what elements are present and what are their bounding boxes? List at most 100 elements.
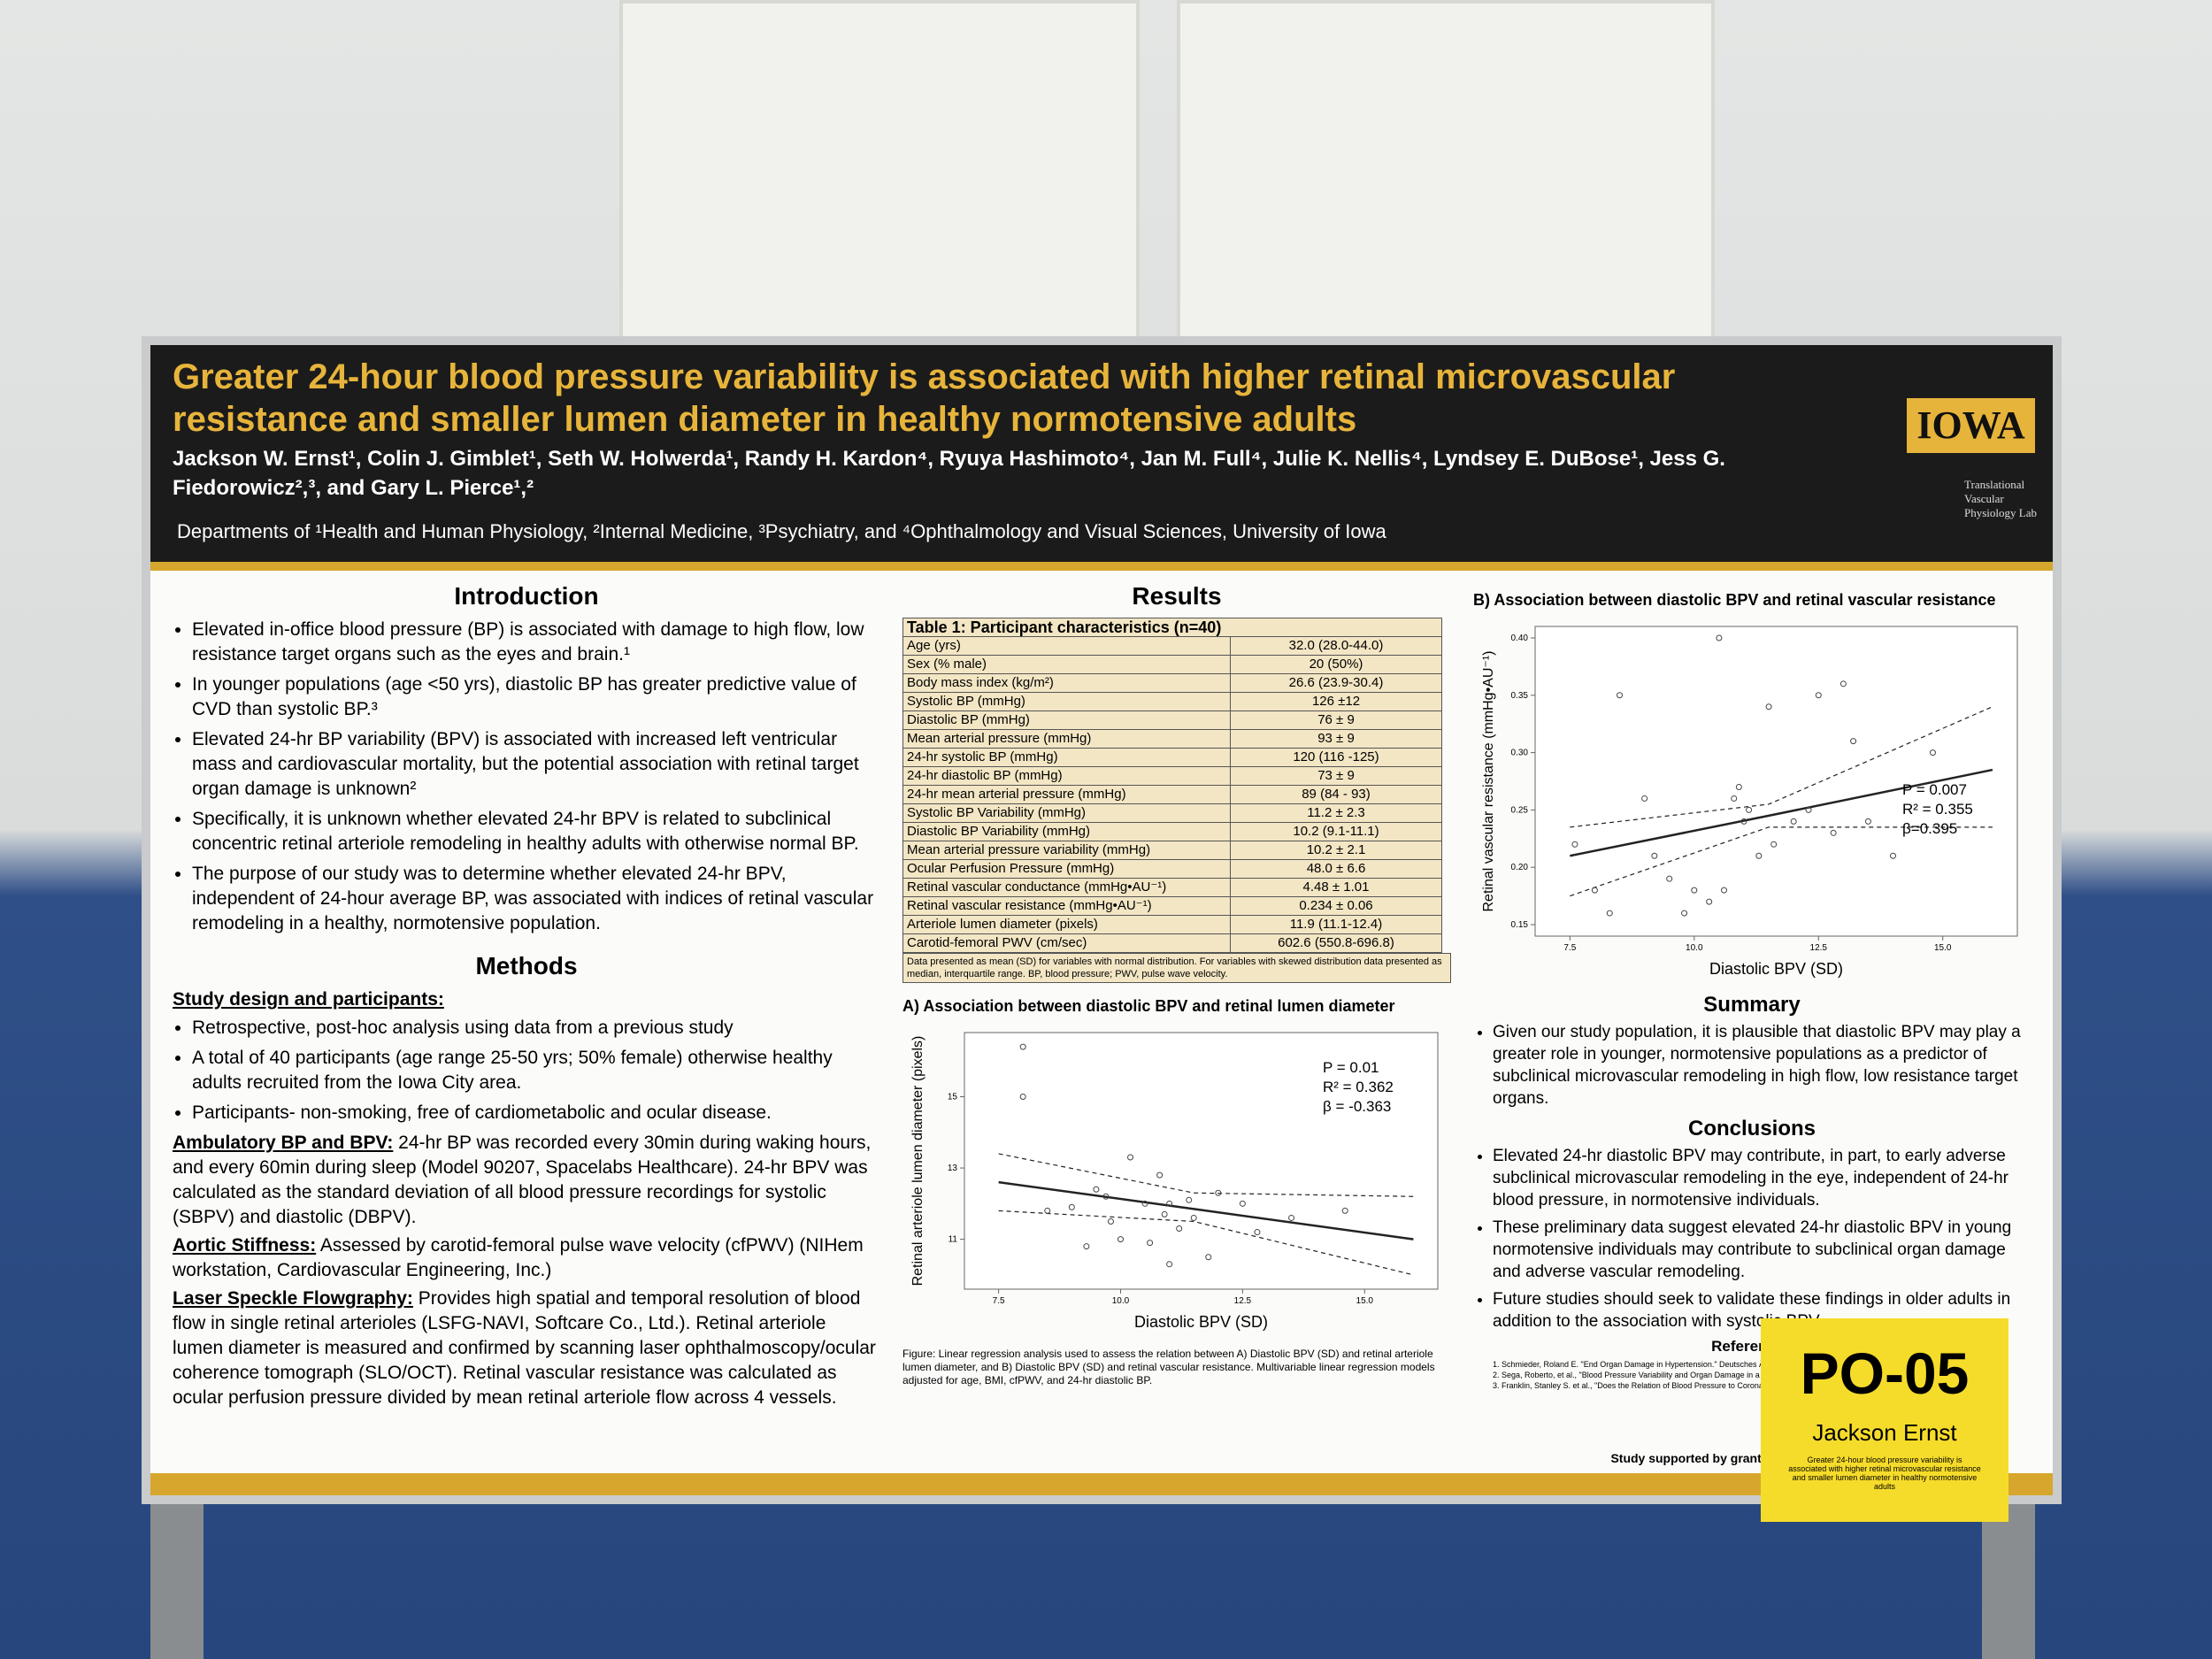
table-cell: 24-hr diastolic BP (mmHg) — [902, 766, 1231, 786]
x-tick-label: 7.5 — [993, 1296, 1005, 1306]
table-cell: 32.0 (28.0-44.0) — [1230, 636, 1442, 656]
bullet: These preliminary data suggest elevated … — [1493, 1217, 2031, 1283]
sub-heading: Laser Speckle Flowgraphy: — [173, 1288, 413, 1309]
table-cell: Systolic BP Variability (mmHg) — [902, 803, 1231, 823]
y-tick-label: 0.40 — [1511, 634, 1529, 643]
data-point — [1716, 634, 1723, 641]
confidence-band — [998, 1210, 1414, 1276]
data-point — [1044, 1207, 1051, 1214]
table-cell: Mean arterial pressure variability (mmHg… — [902, 841, 1231, 860]
data-point — [1019, 1043, 1026, 1050]
table-cell: 11.2 ± 2.3 — [1230, 803, 1442, 823]
data-point — [1731, 795, 1738, 802]
x-axis-label: Diastolic BPV (SD) — [1134, 1313, 1268, 1331]
stat-annotation: β = -0.363 — [1323, 1098, 1391, 1115]
data-point — [1765, 703, 1772, 710]
y-tick-label: 13 — [948, 1164, 958, 1173]
data-point — [1205, 1254, 1212, 1261]
bullet-list: Given our study population, it is plausi… — [1473, 1021, 2031, 1110]
x-tick-label: 12.5 — [1234, 1296, 1252, 1306]
table-cell: Diastolic BP Variability (mmHg) — [902, 822, 1231, 841]
poster-number-sign: PO-05 Jackson Ernst Greater 24-hour bloo… — [1761, 1318, 2008, 1522]
table-row: Systolic BP Variability (mmHg) 11.2 ± 2.3 — [902, 803, 1442, 823]
confidence-band — [1570, 826, 1993, 897]
table-cell: 11.9 (11.1-12.4) — [1230, 915, 1442, 934]
authors: Jackson W. Ernst¹, Colin J. Gimblet¹, Se… — [173, 447, 1725, 500]
confidence-band — [998, 1153, 1414, 1197]
data-point — [1746, 806, 1753, 813]
figure-caption: Figure: Linear regression analysis used … — [902, 1348, 1435, 1386]
sub-text: Provides high spatial and temporal resol… — [173, 1288, 876, 1408]
table-cell: 73 ± 9 — [1230, 766, 1442, 786]
data-point — [1864, 818, 1871, 825]
section-heading: Introduction — [454, 582, 599, 610]
bullet: Elevated in-office blood pressure (BP) i… — [192, 618, 880, 667]
poster-title: Greater 24-hour blood pressure variabili… — [173, 357, 1676, 439]
bullet: 2. Sega, Roberto, et al., "Blood Pressur… — [1493, 1371, 1891, 1379]
bullet-list: 1. Schmieder, Roland E. "End Organ Damag… — [1473, 1359, 2031, 1391]
table-cell: 4.48 ± 1.01 — [1230, 878, 1442, 897]
table-cell: 126 ±12 — [1230, 692, 1442, 711]
table-cell: 120 (116 -125) — [1230, 748, 1442, 767]
door — [1177, 0, 1715, 343]
y-tick-label: 0.30 — [1511, 749, 1529, 758]
bullet: In younger populations (age <50 yrs), di… — [192, 672, 880, 722]
data-point — [1288, 1214, 1295, 1221]
door — [619, 0, 1140, 343]
bullet: A total of 40 participants (age range 25… — [192, 1046, 880, 1095]
data-point — [1740, 818, 1747, 825]
data-point — [1815, 692, 1822, 699]
table-cell: 24-hr systolic BP (mmHg) — [902, 748, 1231, 767]
presenter: Jackson Ernst — [1812, 1419, 1957, 1446]
data-point — [1215, 1189, 1222, 1196]
table-row: Retinal vascular conductance (mmHg•AU⁻¹)… — [902, 878, 1442, 897]
table-cell: 0.234 ± 0.06 — [1230, 896, 1442, 916]
table-cell: 24-hr mean arterial pressure (mmHg) — [902, 785, 1231, 804]
stat-annotation: P = 0.007 — [1902, 781, 1967, 798]
data-point — [1641, 795, 1648, 802]
data-point — [1606, 910, 1613, 917]
table-cell: Retinal vascular resistance (mmHg•AU⁻¹) — [902, 896, 1231, 916]
y-tick-label: 0.20 — [1511, 863, 1529, 872]
characteristics-table: Table 1: Participant characteristics (n=… — [902, 618, 1442, 953]
column: Results Table 1: Participant characterist… — [902, 577, 1451, 1387]
table-cell: 20 (50%) — [1230, 655, 1442, 674]
table-row: Retinal vascular resistance (mmHg•AU⁻¹) 0… — [902, 896, 1442, 916]
x-tick-label: 10.0 — [1112, 1296, 1130, 1306]
logo: IOWA — [1907, 398, 2035, 453]
table-cell: Systolic BP (mmHg) — [902, 692, 1231, 711]
poster-header: Greater 24-hour blood pressure variabili… — [150, 345, 2053, 571]
sub-heading: Ambulatory BP and BPV: — [173, 1133, 394, 1153]
data-point — [1083, 1243, 1090, 1250]
data-point — [1117, 1236, 1124, 1243]
sub-text: Assessed by carotid-femoral pulse wave v… — [173, 1235, 864, 1280]
table-row: 24-hr diastolic BP (mmHg) 73 ± 9 — [902, 766, 1442, 786]
table-cell: 48.0 ± 6.6 — [1230, 859, 1442, 879]
sub-section: Study design and participants: — [173, 987, 880, 1012]
table-row: Systolic BP (mmHg) 126 ±12 — [902, 692, 1442, 711]
data-point — [1706, 898, 1713, 905]
data-point — [1127, 1154, 1134, 1161]
sub-text: 24-hr BP was recorded every 30min during… — [173, 1133, 872, 1227]
data-point — [1341, 1207, 1348, 1214]
scatter-chart: 7.5 10.0 12.5 15.0 0.15 0.20 0.25 0.30 0.35 0.40 D… — [1481, 626, 2018, 978]
bullet: Elevated 24-hr diastolic BPV may contrib… — [1493, 1145, 2031, 1211]
y-axis-label: Retinal vascular resistance (mmHg•AU⁻¹) — [1481, 650, 1496, 911]
table-row: Age (yrs) 32.0 (28.0-44.0) — [902, 636, 1442, 656]
data-point — [1890, 852, 1897, 859]
data-point — [1850, 738, 1857, 745]
bullet: Participants- non-smoking, free of cardi… — [192, 1101, 880, 1125]
stat-annotation: P = 0.01 — [1323, 1059, 1379, 1076]
table-row: Ocular Perfusion Pressure (mmHg) 48.0 ± 6… — [902, 859, 1442, 879]
poster: Greater 24-hour blood pressure variabili… — [150, 345, 2053, 1495]
regression-line — [998, 1180, 1414, 1240]
regression-line — [1570, 768, 1993, 857]
table-cell: Age (yrs) — [902, 636, 1231, 656]
table-caption: Table 1: Participant characteristics (n=… — [902, 618, 1442, 637]
data-point — [1770, 841, 1778, 848]
table-cell: Mean arterial pressure (mmHg) — [902, 729, 1231, 749]
data-point — [1721, 887, 1728, 894]
y-tick-label: 0.15 — [1511, 920, 1529, 930]
y-tick-label: 0.25 — [1511, 805, 1529, 815]
data-point — [1156, 1171, 1164, 1179]
